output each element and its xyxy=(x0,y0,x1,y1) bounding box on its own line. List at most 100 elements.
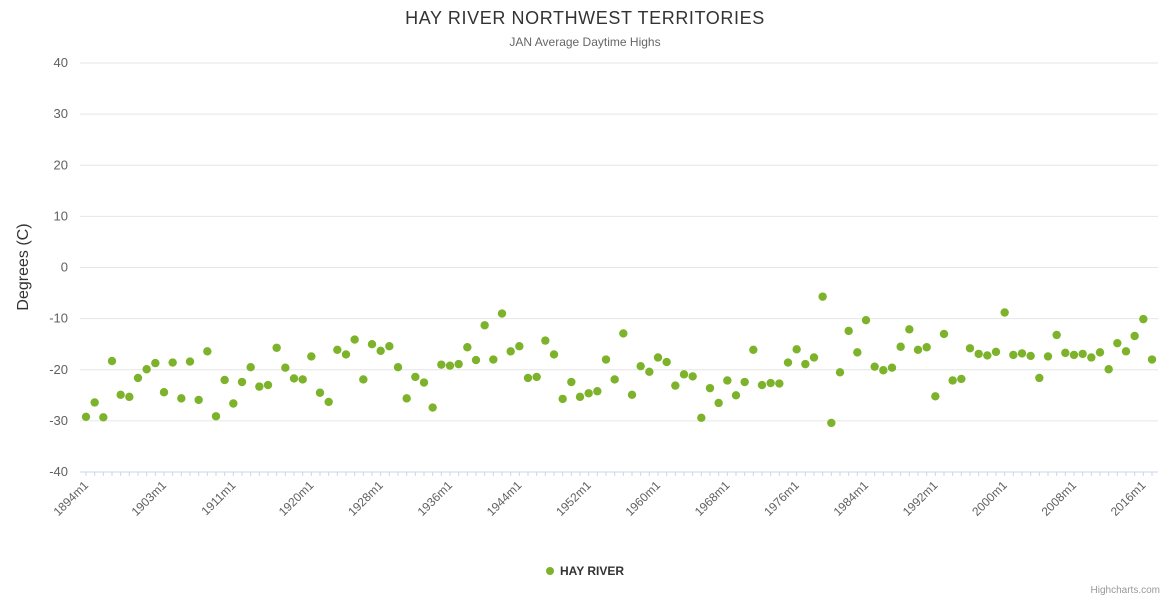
data-point[interactable] xyxy=(359,375,368,384)
data-point[interactable] xyxy=(376,346,385,356)
data-point[interactable] xyxy=(541,336,550,345)
data-point[interactable] xyxy=(324,397,333,407)
data-point[interactable] xyxy=(783,358,793,367)
data-point[interactable] xyxy=(593,387,602,396)
data-point[interactable] xyxy=(983,351,992,360)
data-point[interactable] xyxy=(957,374,966,384)
data-point[interactable] xyxy=(887,363,897,372)
data-point[interactable] xyxy=(567,377,576,387)
data-point[interactable] xyxy=(922,343,931,352)
data-point[interactable] xyxy=(844,326,853,336)
data-point[interactable] xyxy=(289,374,299,383)
data-point[interactable] xyxy=(437,360,446,369)
data-point[interactable] xyxy=(263,380,273,390)
data-point[interactable] xyxy=(463,343,472,352)
data-point[interactable] xyxy=(1104,365,1113,374)
data-point[interactable] xyxy=(948,376,957,385)
data-point[interactable] xyxy=(671,381,680,390)
data-point[interactable] xyxy=(480,321,489,330)
data-point[interactable] xyxy=(662,357,671,367)
data-point[interactable] xyxy=(792,345,801,354)
data-point[interactable] xyxy=(81,412,91,421)
data-point[interactable] xyxy=(211,412,221,421)
data-point[interactable] xyxy=(237,377,247,387)
data-point[interactable] xyxy=(766,378,775,388)
data-point[interactable] xyxy=(974,349,983,359)
data-point[interactable] xyxy=(1000,308,1009,317)
data-point[interactable] xyxy=(714,398,723,408)
data-point[interactable] xyxy=(879,366,888,375)
data-point[interactable] xyxy=(151,358,160,368)
data-point[interactable] xyxy=(939,329,949,339)
data-point[interactable] xyxy=(1147,355,1157,364)
data-point[interactable] xyxy=(775,379,784,388)
data-point[interactable] xyxy=(1035,373,1044,383)
data-point[interactable] xyxy=(333,345,342,355)
data-point[interactable] xyxy=(1130,331,1139,341)
data-point[interactable] xyxy=(1087,353,1096,362)
data-point[interactable] xyxy=(645,367,654,376)
data-point[interactable] xyxy=(679,370,689,379)
data-point[interactable] xyxy=(90,398,99,407)
data-point[interactable] xyxy=(419,378,429,387)
data-point[interactable] xyxy=(1078,349,1087,359)
data-point[interactable] xyxy=(471,355,481,365)
data-point[interactable] xyxy=(723,376,732,385)
data-point[interactable] xyxy=(1061,348,1070,358)
data-point[interactable] xyxy=(1017,349,1027,358)
data-point[interactable] xyxy=(688,372,697,381)
data-point[interactable] xyxy=(315,388,325,397)
data-point[interactable] xyxy=(636,361,645,371)
data-point[interactable] xyxy=(627,390,637,400)
data-point[interactable] xyxy=(653,353,663,362)
data-point[interactable] xyxy=(350,335,359,344)
data-point[interactable] xyxy=(515,342,524,351)
data-point[interactable] xyxy=(1113,338,1122,348)
data-point[interactable] xyxy=(801,359,810,369)
data-point[interactable] xyxy=(584,389,593,398)
highcharts-credit-link[interactable]: Highcharts.com xyxy=(1090,585,1160,596)
data-point[interactable] xyxy=(610,375,619,384)
data-point[interactable] xyxy=(489,355,498,364)
data-point[interactable] xyxy=(835,368,845,377)
data-point[interactable] xyxy=(307,352,316,361)
data-point[interactable] xyxy=(142,365,151,374)
data-point[interactable] xyxy=(896,342,905,351)
data-point[interactable] xyxy=(497,309,507,318)
data-point[interactable] xyxy=(341,350,351,359)
data-point[interactable] xyxy=(428,403,437,412)
data-point[interactable] xyxy=(757,380,767,390)
data-point[interactable] xyxy=(853,348,862,357)
data-point[interactable] xyxy=(229,399,238,408)
data-point[interactable] xyxy=(411,372,420,382)
data-point[interactable] xyxy=(1026,351,1035,361)
data-point[interactable] xyxy=(1043,352,1053,361)
data-point[interactable] xyxy=(1052,330,1061,340)
data-point[interactable] xyxy=(905,325,914,334)
data-point[interactable] xyxy=(991,347,1001,357)
data-point[interactable] xyxy=(107,356,117,366)
data-point[interactable] xyxy=(385,342,394,351)
data-point[interactable] xyxy=(731,391,741,400)
data-point[interactable] xyxy=(809,353,819,362)
data-point[interactable] xyxy=(281,363,290,372)
data-point[interactable] xyxy=(99,413,108,422)
data-point[interactable] xyxy=(168,358,177,367)
data-point[interactable] xyxy=(827,418,836,428)
data-point[interactable] xyxy=(298,375,307,384)
data-point[interactable] xyxy=(749,345,758,355)
data-point[interactable] xyxy=(125,392,134,402)
data-point[interactable] xyxy=(861,315,871,325)
data-point[interactable] xyxy=(177,394,186,403)
data-point[interactable] xyxy=(740,377,749,387)
data-point[interactable] xyxy=(445,361,455,370)
data-point[interactable] xyxy=(558,394,567,404)
data-point[interactable] xyxy=(367,339,377,349)
data-point[interactable] xyxy=(931,392,940,401)
data-point[interactable] xyxy=(255,382,264,391)
data-point[interactable] xyxy=(1121,347,1131,356)
data-point[interactable] xyxy=(705,383,715,393)
data-point[interactable] xyxy=(619,329,628,338)
data-point[interactable] xyxy=(575,392,585,402)
data-point[interactable] xyxy=(870,362,879,371)
